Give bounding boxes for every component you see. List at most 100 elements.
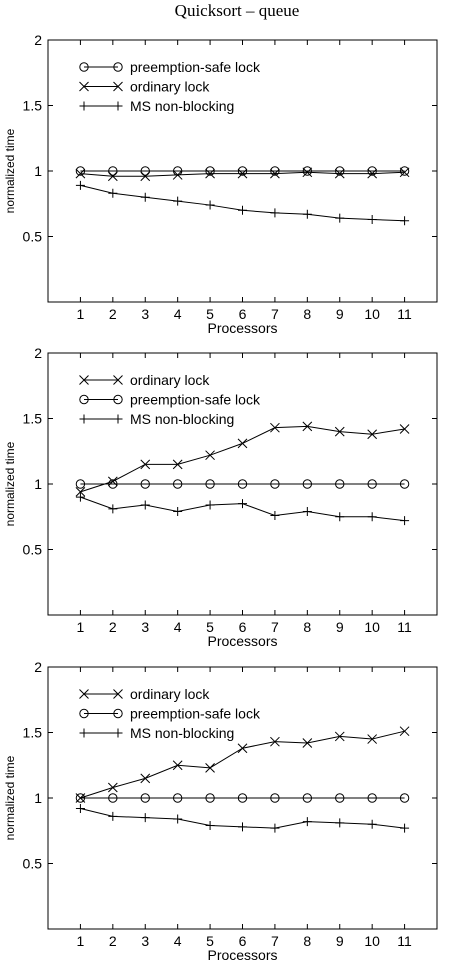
data-point xyxy=(270,823,280,833)
data-point xyxy=(399,424,410,434)
series-preemption-safe-lock xyxy=(75,479,410,489)
data-point xyxy=(205,821,215,831)
y-tick-label: 1 xyxy=(34,790,42,806)
data-point xyxy=(205,200,215,210)
data-point xyxy=(173,814,183,824)
data-point xyxy=(75,803,85,813)
x-tick-label: 7 xyxy=(271,933,279,949)
data-point xyxy=(400,216,410,226)
figure-title: Quicksort – queue xyxy=(174,1,300,20)
legend-marker xyxy=(113,728,123,738)
x-tick-label: 1 xyxy=(77,306,85,322)
data-point xyxy=(140,171,151,182)
legend-label: MS non-blocking xyxy=(130,411,234,427)
legend-label: preemption-safe lock xyxy=(130,706,261,722)
series-preemption-safe-lock xyxy=(75,793,410,803)
data-point xyxy=(172,170,183,180)
y-axis-label: normalized time xyxy=(3,441,17,526)
x-tick-label: 10 xyxy=(364,933,380,949)
data-point xyxy=(367,793,377,803)
series-ms-non-blocking xyxy=(75,492,410,526)
x-tick-label: 5 xyxy=(206,619,214,635)
series-ordinary-lock xyxy=(75,726,410,803)
data-point xyxy=(238,822,247,832)
x-tick-label: 5 xyxy=(206,933,214,949)
data-point xyxy=(302,738,313,748)
data-point xyxy=(172,459,183,470)
data-point xyxy=(367,819,377,829)
series-line xyxy=(80,425,405,493)
data-point xyxy=(367,734,378,744)
data-point xyxy=(270,208,280,218)
y-tick-label: 2 xyxy=(34,659,42,675)
x-tick-label: 3 xyxy=(141,933,149,949)
data-point xyxy=(270,736,280,747)
x-tick-label: 10 xyxy=(364,306,380,322)
y-tick-label: 0.5 xyxy=(23,229,43,245)
data-point xyxy=(140,459,151,470)
data-point xyxy=(140,479,150,489)
data-point xyxy=(75,487,86,497)
chart-3: 0.5 1 1.5 2 1 2 3 4 5 6 7 8 9 10 11 Processors normalize… xyxy=(3,659,438,963)
data-point xyxy=(302,479,313,489)
data-point xyxy=(270,422,280,433)
data-point xyxy=(205,168,215,179)
data-point xyxy=(334,731,345,742)
data-point xyxy=(399,167,410,178)
legend-marker xyxy=(79,708,89,719)
series-line xyxy=(80,730,405,799)
legend-marker xyxy=(79,62,89,72)
x-tick-label: 3 xyxy=(141,619,149,635)
data-point xyxy=(270,168,280,179)
series-ms-non-blocking xyxy=(75,803,410,833)
x-tick-label: 6 xyxy=(239,933,247,949)
legend-marker xyxy=(113,708,123,719)
x-tick-label: 8 xyxy=(303,619,311,635)
data-point xyxy=(140,192,150,202)
y-axis-label: normalized time xyxy=(3,755,17,840)
x-tick-label: 2 xyxy=(109,933,117,949)
legend-marker xyxy=(113,394,123,405)
legend-marker xyxy=(113,689,123,699)
x-tick-label: 6 xyxy=(239,619,247,635)
data-point xyxy=(302,209,312,219)
data-point xyxy=(173,196,183,206)
legend-label: ordinary lock xyxy=(130,372,210,388)
data-point xyxy=(140,793,150,803)
data-point xyxy=(399,793,410,803)
data-point xyxy=(172,479,183,489)
data-point xyxy=(75,479,86,489)
legend-marker xyxy=(79,394,89,405)
legend-label: preemption-safe lock xyxy=(130,59,261,75)
data-point xyxy=(107,171,118,182)
legend-label: ordinary lock xyxy=(130,686,210,702)
data-point xyxy=(238,499,247,509)
x-tick-label: 7 xyxy=(271,306,279,322)
x-tick-label: 4 xyxy=(174,306,182,322)
data-point xyxy=(302,817,312,827)
data-point xyxy=(335,512,345,522)
data-point xyxy=(107,782,118,793)
x-tick-label: 1 xyxy=(77,933,85,949)
legend-marker xyxy=(79,689,89,699)
data-point xyxy=(367,429,378,440)
x-tick-label: 4 xyxy=(174,933,182,949)
y-tick-label: 0.5 xyxy=(23,542,43,558)
series-line xyxy=(80,184,405,222)
data-point xyxy=(399,166,410,176)
data-point xyxy=(270,166,280,176)
data-point xyxy=(108,811,118,821)
data-point xyxy=(270,510,280,520)
data-point xyxy=(334,426,345,437)
x-tick-label: 7 xyxy=(271,619,279,635)
legend-marker xyxy=(79,81,89,92)
data-point xyxy=(108,188,118,198)
x-axis-label: Processors xyxy=(207,320,277,336)
y-tick-label: 1.5 xyxy=(23,725,43,741)
x-tick-label: 8 xyxy=(303,933,311,949)
series-ms-non-blocking xyxy=(75,180,410,226)
series-ordinary-lock xyxy=(75,421,410,497)
data-point xyxy=(205,166,215,176)
y-axis-label: normalized time xyxy=(3,128,17,213)
legend-marker xyxy=(113,414,123,424)
